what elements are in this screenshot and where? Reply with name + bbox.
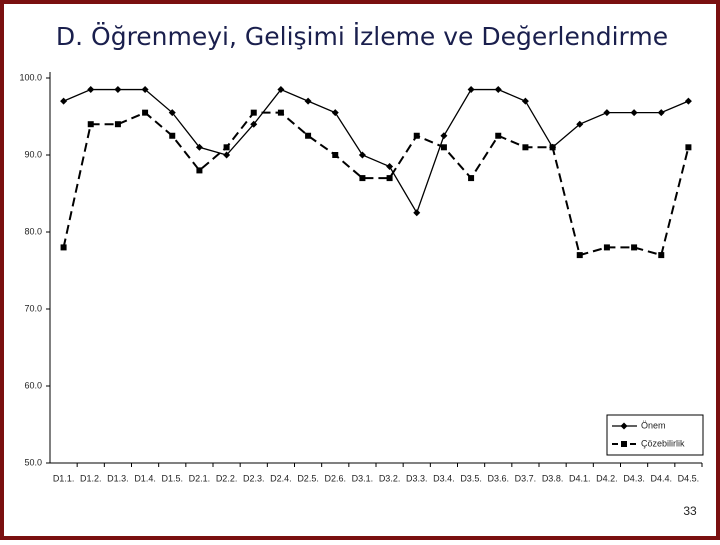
data-point xyxy=(223,144,230,151)
y-tick-label: 100.0 xyxy=(19,72,42,82)
data-point xyxy=(658,252,665,259)
series-line xyxy=(62,111,690,257)
x-tick-label: D1.2. xyxy=(80,473,102,483)
x-tick-label: D3.5. xyxy=(460,473,482,483)
x-tick-label: D3.1. xyxy=(352,473,374,483)
x-tick-label: D3.4. xyxy=(433,473,455,483)
legend-label: Önem xyxy=(641,420,666,430)
data-point xyxy=(631,244,638,251)
data-point xyxy=(494,86,502,94)
y-tick-label: 90.0 xyxy=(24,149,42,159)
x-tick-label: D2.5. xyxy=(297,473,319,483)
x-tick-label: D1.1. xyxy=(53,473,75,483)
data-point xyxy=(359,175,366,182)
x-tick-label: D4.1. xyxy=(569,473,591,483)
data-point xyxy=(685,144,692,151)
data-point xyxy=(277,86,285,94)
y-tick-label: 50.0 xyxy=(24,457,42,467)
x-tick-label: D2.1. xyxy=(189,473,211,483)
data-point xyxy=(277,109,284,116)
x-tick-label: D3.6. xyxy=(487,473,509,483)
data-point xyxy=(332,152,339,158)
legend-marker xyxy=(620,422,628,430)
x-tick-label: D4.2. xyxy=(596,473,618,483)
legend-label: Çözebilirlik xyxy=(641,438,685,448)
y-tick-label: 80.0 xyxy=(24,226,42,236)
data-point xyxy=(413,132,420,139)
data-point xyxy=(304,97,312,105)
legend-marker xyxy=(621,441,627,447)
data-point xyxy=(684,97,692,105)
data-point xyxy=(87,86,95,94)
data-point xyxy=(440,132,448,140)
x-tick-label: D3.3. xyxy=(406,473,428,483)
data-point xyxy=(358,151,366,159)
data-point xyxy=(305,132,312,139)
data-point xyxy=(168,109,176,117)
x-tick-label: D2.4. xyxy=(270,473,292,483)
x-tick-label: D3.7. xyxy=(515,473,537,483)
data-point xyxy=(495,132,502,139)
data-point xyxy=(331,109,339,117)
x-tick-label: D3.2. xyxy=(379,473,401,483)
x-tick-label: D4.3. xyxy=(623,473,645,483)
data-point xyxy=(440,144,447,151)
data-point xyxy=(141,86,149,94)
data-point xyxy=(386,175,393,182)
data-point xyxy=(195,143,203,151)
x-tick-label: D4.4. xyxy=(650,473,672,483)
page-number: 33 xyxy=(683,504,697,518)
data-point xyxy=(114,121,121,128)
data-point xyxy=(114,86,122,94)
data-point xyxy=(468,175,475,182)
data-point xyxy=(521,97,529,105)
y-tick-label: 60.0 xyxy=(24,380,42,390)
x-tick-label: D2.3. xyxy=(243,473,265,483)
x-tick-label: D1.5. xyxy=(161,473,183,483)
data-point xyxy=(196,167,203,174)
data-point xyxy=(603,109,611,117)
x-tick-label: D2.6. xyxy=(324,473,346,483)
x-tick-label: D1.3. xyxy=(107,473,129,483)
series-line xyxy=(63,88,689,215)
y-tick-label: 70.0 xyxy=(24,303,42,313)
data-point xyxy=(630,109,638,117)
data-point xyxy=(413,209,421,217)
data-point xyxy=(549,144,556,151)
data-point xyxy=(60,97,68,105)
data-point xyxy=(250,109,257,116)
data-point xyxy=(142,109,149,116)
data-point xyxy=(657,109,665,117)
data-point xyxy=(467,86,475,94)
data-point xyxy=(223,151,231,159)
data-point xyxy=(60,244,67,251)
legend-box xyxy=(606,414,704,456)
data-point xyxy=(386,163,394,171)
data-point xyxy=(603,244,610,251)
data-point xyxy=(576,120,584,128)
data-point xyxy=(576,252,583,259)
x-tick-label: D1.4. xyxy=(134,473,156,483)
data-point xyxy=(250,120,258,128)
data-point xyxy=(87,121,94,128)
x-tick-label: D4.5. xyxy=(678,473,700,483)
x-tick-label: D2.2. xyxy=(216,473,238,483)
data-point xyxy=(169,132,176,139)
slide-title: D. Öğrenmeyi, Gelişimi İzleme ve Değerle… xyxy=(56,22,668,51)
data-point xyxy=(522,144,529,151)
x-tick-label: D3.8. xyxy=(542,473,564,483)
